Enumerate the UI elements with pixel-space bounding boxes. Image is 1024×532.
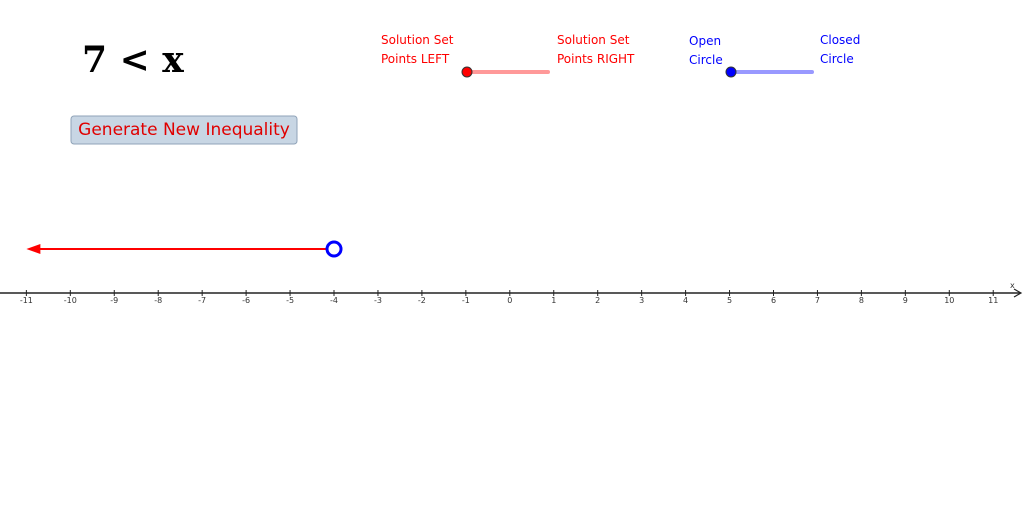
tick-label: 2 [595,296,600,305]
tick-label: 5 [727,296,732,305]
slider-left-label: Solution Set [381,33,454,47]
tick-label: -7 [198,296,206,305]
tick-label: -10 [64,296,77,305]
slider-right-label: Points RIGHT [557,52,635,66]
tick-label: 11 [988,296,998,305]
tick-label: -8 [154,296,162,305]
tick-label: -11 [20,296,33,305]
inequality: 7 < x [82,39,184,81]
slider-left-label: Points LEFT [381,52,450,66]
tick-label: 4 [683,296,688,305]
slider-right-label: Solution Set [557,33,630,47]
tick-label: 1 [551,296,556,305]
button-label[interactable]: Generate New Inequality [78,120,290,140]
tick-label: 0 [507,296,512,305]
slider-left-label: Circle [689,53,723,67]
slider-knob[interactable] [461,66,473,78]
endpoint [325,240,343,258]
tick-label: 6 [771,296,776,305]
tick-label: 8 [859,296,864,305]
tick-label: -9 [110,296,118,305]
button[interactable]: Generate New Inequality [70,115,298,145]
ray-arrowhead [26,244,41,254]
tick-label: 9 [903,296,908,305]
tick-label: -2 [418,296,426,305]
tick-label: -6 [242,296,250,305]
tick-label: 7 [815,296,820,305]
button-box[interactable] [70,115,298,145]
slider-knob[interactable] [725,66,737,78]
slider-right-label: Circle [820,52,854,66]
tick-label: 10 [944,296,954,305]
tick-label: -4 [330,296,338,305]
axis-arrow [1013,288,1023,298]
slider-right-label: Closed [820,33,860,47]
slider-left-label: Open [689,34,721,48]
tick-label: -1 [462,296,470,305]
tick-label: 3 [639,296,644,305]
axis-label: x [1010,281,1015,290]
tick-label: -3 [374,296,382,305]
tick-label: -5 [286,296,294,305]
